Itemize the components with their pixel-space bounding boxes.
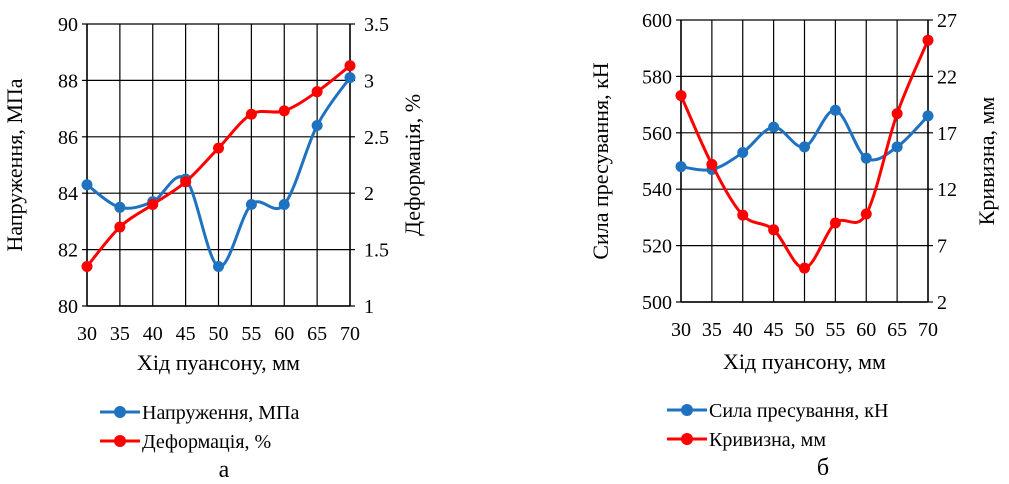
y2-tick-label: 1.5 — [364, 240, 389, 262]
series-1-point — [114, 201, 126, 213]
y-tick-label: 560 — [642, 123, 672, 145]
y-tick-label: 540 — [642, 179, 672, 201]
series-1-point — [344, 72, 356, 84]
y2-axis-label: Деформація, % — [400, 94, 425, 236]
series-2-point — [213, 142, 224, 154]
y2-tick-label: 12 — [937, 179, 957, 201]
y-tick-label: 580 — [642, 66, 672, 88]
series-2-point — [675, 90, 687, 102]
y2-axis-label: Кривизна, мм — [974, 97, 999, 226]
x-tick-label: 50 — [795, 319, 815, 341]
x-tick-label: 70 — [340, 323, 360, 345]
series-2-point — [922, 34, 934, 46]
series-2-point — [829, 217, 841, 229]
y-tick-label: 82 — [58, 240, 78, 262]
panel-label: а — [219, 457, 230, 483]
series-1-point — [799, 141, 810, 153]
legend-marker-2 — [681, 433, 693, 445]
series-2-point — [114, 221, 126, 233]
y2-tick-label: 2.5 — [364, 127, 389, 149]
series-1-point — [278, 198, 290, 210]
y-axis-label: Напруження, МПа — [2, 78, 27, 251]
y-axis-label: Сила пресування, кН — [588, 62, 613, 259]
y2-tick-label: 17 — [937, 123, 957, 145]
x-tick-label: 35 — [110, 323, 130, 345]
x-tick-label: 40 — [143, 323, 163, 345]
series-1-point — [311, 120, 323, 132]
y-tick-label: 500 — [642, 292, 672, 314]
series-1-point — [768, 121, 780, 133]
x-tick-label: 50 — [209, 323, 229, 345]
x-tick-label: 65 — [887, 319, 907, 341]
y2-tick-label: 2 — [364, 183, 374, 205]
y2-tick-label: 7 — [937, 236, 947, 258]
y-tick-label: 80 — [58, 296, 78, 318]
series-2-point — [245, 108, 257, 120]
series-2-point — [344, 60, 356, 72]
series-2-point — [81, 261, 93, 273]
series-1-point — [829, 104, 841, 116]
x-tick-label: 35 — [702, 319, 722, 341]
y-tick-label: 88 — [58, 70, 78, 92]
series-2-point — [706, 158, 718, 170]
series-1-point — [675, 161, 687, 173]
series-2-point — [860, 208, 872, 220]
x-tick-label: 70 — [918, 319, 938, 341]
y-tick-label: 520 — [642, 236, 672, 258]
x-tick-label: 60 — [274, 323, 294, 345]
legend-marker-2 — [114, 435, 126, 447]
y2-tick-label: 22 — [937, 66, 957, 88]
y2-tick-label: 1 — [364, 296, 374, 318]
series-2-point — [768, 224, 780, 236]
x-tick-label: 60 — [856, 319, 876, 341]
x-tick-label: 45 — [176, 323, 196, 345]
series-2-point — [147, 198, 159, 210]
legend-label-2: Деформація, % — [142, 431, 271, 453]
series-2-point — [311, 86, 323, 98]
y-tick-label: 90 — [58, 14, 78, 36]
series-2-point — [278, 105, 290, 117]
series-2-point — [180, 176, 192, 188]
series-1-point — [922, 110, 934, 122]
series-1-point — [737, 147, 749, 159]
x-tick-label: 30 — [671, 319, 691, 341]
series-1-point — [81, 179, 93, 191]
panel-label: б — [817, 455, 829, 481]
legend-label-1: Сила пресування, кН — [709, 400, 888, 422]
series-1-point — [891, 141, 903, 153]
legend-label-2: Кривизна, мм — [709, 429, 826, 451]
y-tick-label: 86 — [58, 127, 78, 149]
x-axis-label: Хід пуансону, мм — [723, 349, 886, 374]
x-tick-label: 40 — [733, 319, 753, 341]
series-1-point — [860, 152, 872, 164]
y2-tick-label: 27 — [937, 10, 957, 32]
x-tick-label: 30 — [77, 323, 97, 345]
legend-marker-1 — [681, 404, 693, 416]
x-tick-label: 45 — [764, 319, 784, 341]
series-2-point — [799, 262, 810, 274]
x-axis-label: Хід пуансону, мм — [137, 350, 300, 375]
y-tick-label: 84 — [58, 183, 78, 205]
y2-tick-label: 3.5 — [364, 14, 389, 36]
x-tick-label: 55 — [241, 323, 261, 345]
series-1-point — [213, 261, 224, 273]
legend-label-1: Напруження, МПа — [142, 402, 299, 424]
y-tick-label: 600 — [642, 10, 672, 32]
y2-tick-label: 3 — [364, 70, 374, 92]
legend-marker-1 — [114, 406, 126, 418]
series-1-point — [245, 198, 257, 210]
x-tick-label: 65 — [307, 323, 327, 345]
y2-tick-label: 2 — [937, 292, 947, 314]
series-2-point — [737, 209, 749, 221]
series-2-point — [891, 108, 903, 120]
x-tick-label: 55 — [825, 319, 845, 341]
